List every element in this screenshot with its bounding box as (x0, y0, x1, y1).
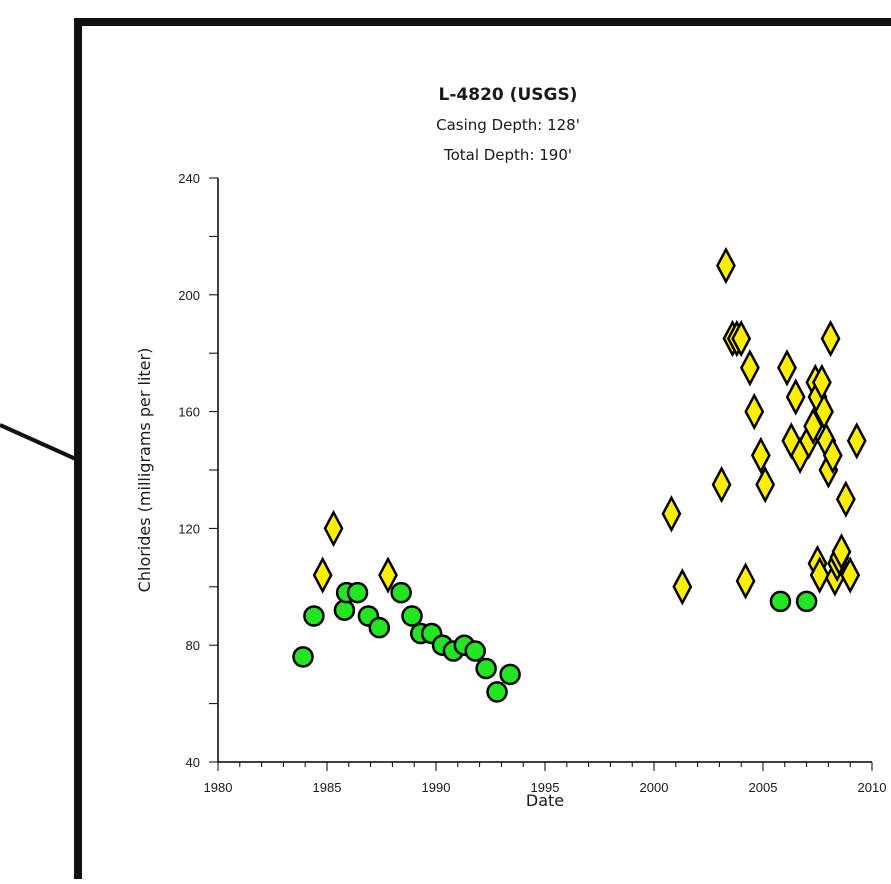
data-point-diamond (735, 562, 756, 600)
data-point-diamond (785, 378, 806, 416)
x-tick-label: 1995 (531, 780, 560, 795)
y-tick-label: 200 (178, 288, 200, 303)
data-point-circle (464, 640, 486, 662)
data-point-diamond (661, 495, 682, 533)
y-axis-title: Chlorides (milligrams per liter) (135, 348, 154, 593)
data-point-diamond (744, 392, 765, 431)
y-tick-label: 120 (178, 521, 200, 536)
data-points (292, 246, 867, 703)
chart-subtitle-2: Total Depth: 190' (443, 146, 572, 164)
data-point-diamond (803, 407, 824, 445)
x-tick-label: 2005 (749, 780, 778, 795)
data-point-circle (475, 657, 497, 680)
data-point-diamond (312, 556, 333, 594)
data-point-circle (769, 590, 792, 613)
data-point-circle (390, 581, 412, 604)
data-point-circle (368, 616, 391, 639)
y-tick-label: 160 (178, 405, 200, 420)
data-point-circle (303, 605, 325, 627)
data-point-diamond (820, 319, 841, 358)
data-point-diamond (822, 436, 843, 475)
data-point-circle (346, 581, 369, 604)
data-point-diamond (846, 422, 867, 460)
data-point-diamond (672, 568, 693, 606)
data-point-circle (499, 663, 521, 686)
x-tick-label: 1980 (204, 780, 233, 795)
data-point-circle (486, 681, 508, 703)
x-tick-label: 2010 (858, 780, 887, 795)
data-point-diamond (716, 246, 736, 285)
x-tick-label: 1990 (422, 780, 451, 795)
data-point-diamond (831, 533, 852, 571)
y-tick-label: 40 (186, 755, 200, 770)
x-tick-label: 1985 (313, 780, 342, 795)
data-point-circle (292, 646, 314, 668)
data-point-diamond (323, 509, 344, 548)
data-point-diamond (711, 465, 732, 504)
y-tick-label: 80 (186, 638, 200, 653)
data-point-diamond (809, 556, 830, 594)
chart-subtitle-1: Casing Depth: 128' (436, 116, 580, 134)
frame-diagonal-line (0, 423, 79, 462)
data-point-diamond (835, 480, 856, 518)
data-point-diamond (378, 556, 398, 594)
axis-ticks (209, 177, 873, 771)
chart-title: L-4820 (USGS) (439, 85, 578, 105)
data-point-diamond (731, 319, 752, 358)
data-point-circle (333, 599, 356, 621)
data-point-diamond (777, 349, 797, 387)
data-point-diamond (755, 465, 776, 504)
y-tick-label: 240 (178, 171, 200, 186)
axes (217, 178, 872, 763)
data-point-diamond (840, 556, 861, 594)
x-tick-label: 2000 (640, 780, 669, 795)
data-point-diamond (750, 436, 771, 475)
data-point-circle (795, 590, 818, 613)
data-point-circle (401, 605, 423, 627)
axis-tick-labels: 1980 1985 1990 1995 2000 2005 2010 40 80 120 160 20… (178, 171, 886, 795)
x-axis-title: Date (526, 791, 564, 810)
data-point-diamond (740, 349, 760, 387)
